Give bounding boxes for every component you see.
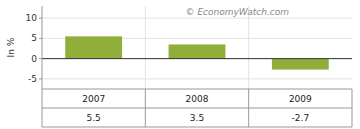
table-border: [145, 89, 146, 127]
table-border: [42, 89, 352, 90]
y-axis-label: In %: [6, 37, 16, 57]
category-label: 2007: [82, 94, 105, 104]
category-divider: [145, 6, 146, 89]
table-border: [248, 89, 249, 127]
watermark: © EconomyWatch.com: [186, 7, 290, 17]
y-tick-label: 10: [26, 13, 38, 23]
data-label: 5.5: [87, 113, 101, 123]
table-border: [352, 89, 353, 127]
category-label: 2008: [186, 94, 209, 104]
grid-line: [42, 18, 352, 19]
category-label: 2009: [289, 94, 312, 104]
y-tick-label: 0: [31, 54, 37, 64]
y-tick-label: -5: [28, 74, 37, 84]
y-tick: [39, 18, 42, 19]
y-tick: [39, 78, 42, 79]
chart: -5 0 5 10 In % © EconomyWatch.com 2007 2008 2009…: [0, 0, 360, 129]
bar: [272, 59, 329, 70]
grid-line: [42, 58, 352, 59]
zero-line: [42, 58, 352, 59]
category-divider: [248, 6, 249, 89]
table-border: [42, 89, 43, 127]
y-tick-label: 5: [31, 33, 37, 43]
data-label: 3.5: [190, 113, 204, 123]
data-label: -2.7: [292, 113, 310, 123]
table-border: [42, 127, 352, 128]
y-tick: [39, 38, 42, 39]
bar: [65, 36, 122, 58]
bar: [169, 44, 226, 58]
table-border: [42, 108, 352, 109]
bars: [65, 36, 329, 69]
grid-line: [42, 78, 352, 79]
y-tick: [39, 58, 42, 59]
